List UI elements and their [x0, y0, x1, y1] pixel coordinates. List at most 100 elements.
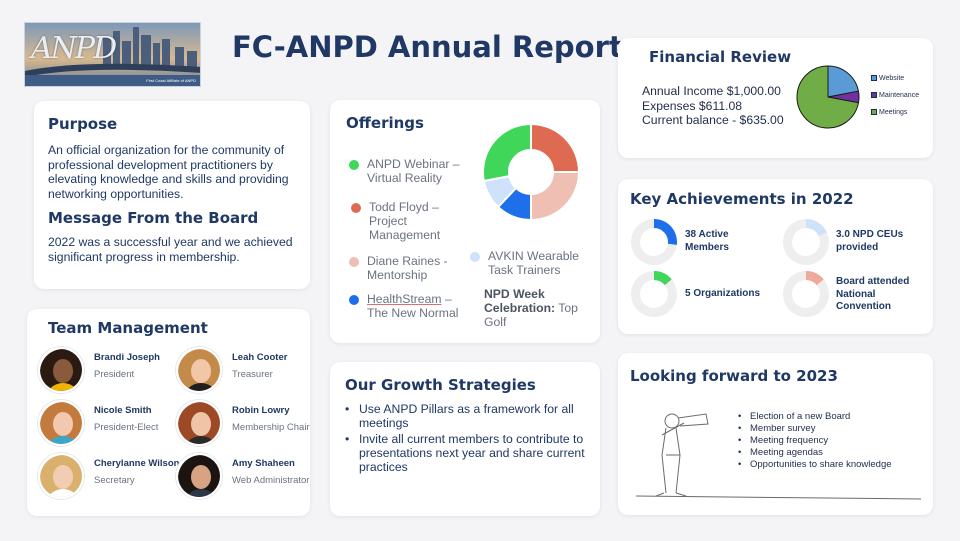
legend-label: Website [879, 75, 905, 82]
ring-fill [806, 219, 827, 237]
growth-card: Our Growth Strategies Use ANPD Pillars a… [330, 362, 600, 516]
financial-card: Financial Review Annual Income $1,000.00… [618, 38, 933, 158]
offering-item: HealthStream – The New Normal [349, 292, 467, 320]
avatar [38, 400, 84, 446]
page-title: FC-ANPD Annual Report [232, 30, 623, 64]
offering-label: ANPD Webinar – Virtual Reality [367, 157, 460, 185]
ring-fill [806, 271, 824, 286]
member-role: Treasurer [232, 369, 273, 380]
achievements-heading: Key Achievements in 2022 [630, 190, 854, 208]
list-item: Invite all current members to contribute… [345, 432, 585, 474]
logo-subtext: First Coast Affiliate of ANPD [146, 78, 196, 83]
looking-forward-heading: Looking forward to 2023 [630, 367, 838, 385]
offerings-heading: Offerings [346, 114, 424, 132]
offering-label: – The New Normal [367, 292, 459, 320]
person-with-telescope-illustration [636, 413, 922, 500]
achievement-label: Board attended National Convention [836, 276, 910, 312]
city-skyline-image [25, 23, 200, 86]
avatar [38, 347, 84, 393]
avatar [176, 453, 222, 499]
board-message-text: 2022 was a successful year and we achiev… [48, 235, 293, 264]
donut-slice [530, 123, 580, 173]
legend-dot [349, 160, 359, 170]
list-item: Meeting frequency [736, 435, 892, 447]
member-role: Secretary [94, 475, 135, 486]
ring-fill [654, 271, 672, 286]
avatar [38, 453, 84, 499]
achievement-ring [630, 219, 677, 265]
pie-slice [796, 65, 860, 129]
member-role: Web Administrator [232, 475, 310, 486]
list-item: Use ANPD Pillars as a framework for all … [345, 402, 585, 430]
pie-slice [827, 65, 860, 98]
team-member: Leah Cooter Treasurer [176, 347, 316, 397]
purpose-heading: Purpose [48, 115, 118, 133]
npd-week-value: Top Golf [484, 301, 578, 329]
offering-label-link[interactable]: HealthStream [367, 292, 442, 306]
npd-week-label: NPD Week Celebration: [484, 287, 556, 315]
board-message-heading: Message From the Board [48, 209, 259, 227]
achievement-label: 38 Active Members [685, 229, 729, 253]
offering-label: Diane Raines - Mentorship [367, 254, 448, 282]
team-member: Nicole Smith President-Elect [38, 400, 178, 450]
achievement-label: 3.0 NPD CEUs provided [836, 229, 904, 253]
purpose-card: Purpose An official organization for the… [34, 101, 310, 289]
offering-item: Todd Floyd – Project Management [351, 200, 449, 242]
member-name: Brandi Joseph [94, 352, 160, 363]
achievement-ring [782, 219, 829, 265]
achievement-label: 5 Organizations [685, 288, 761, 299]
member-name: Nicole Smith [94, 405, 152, 416]
list-item: Meeting agendas [736, 447, 892, 459]
avatar [176, 347, 222, 393]
financial-heading: Financial Review [649, 48, 792, 66]
legend-dot [351, 203, 361, 213]
offering-item: ANPD Webinar – Virtual Reality [349, 157, 467, 185]
member-role: President [94, 369, 135, 380]
offering-item: Diane Raines - Mentorship [349, 254, 457, 282]
legend-swatch [871, 109, 877, 115]
offering-item: AVKIN Wearable Task Trainers [470, 249, 588, 277]
growth-heading: Our Growth Strategies [345, 376, 536, 394]
forward-list: Election of a new Board Member survey Me… [736, 411, 892, 471]
team-member: Cherylanne Wilson Secretary [38, 453, 180, 503]
achievement-ring [630, 271, 677, 317]
legend-entry: Maintenance [871, 92, 919, 99]
offering-label: AVKIN Wearable Task Trainers [488, 249, 579, 277]
team-member: Brandi Joseph President [38, 347, 178, 397]
list-item: Member survey [736, 423, 892, 435]
achievement-ring [782, 271, 829, 317]
expenses: Expenses $611.08 [642, 98, 743, 113]
member-name: Leah Cooter [232, 352, 288, 363]
financial-pie-chart [796, 65, 860, 129]
team-member: Amy Shaheen Web Administrator [176, 453, 316, 503]
npd-week-item: NPD Week Celebration: Top Golf [484, 287, 584, 329]
legend-swatch [871, 75, 877, 81]
member-name: Robin Lowry [232, 405, 290, 416]
legend-dot [349, 295, 359, 305]
legend-label: Maintenance [879, 92, 920, 99]
avatar [176, 400, 222, 446]
legend-entry: Website [871, 75, 904, 82]
donut-slice [482, 123, 532, 183]
current-balance: Current balance - $635.00 [642, 113, 784, 127]
list-item: Election of a new Board [736, 411, 892, 423]
legend-swatch [871, 92, 877, 98]
organization-logo: ANPD First Coast Affiliate of ANPD [24, 22, 201, 87]
annual-income: Annual Income $1,000.00 [642, 84, 781, 98]
team-heading: Team Management [48, 319, 208, 337]
legend-entry: Meetings [871, 109, 907, 116]
member-name: Amy Shaheen [232, 458, 295, 469]
offerings-donut-chart [482, 123, 580, 221]
looking-forward-card: Looking forward to 2023 Election of a ne… [618, 353, 933, 515]
logo-text: ANPD [31, 31, 117, 66]
offering-label: Todd Floyd – Project Management [369, 200, 441, 242]
purpose-text: An official organization for the communi… [48, 143, 289, 201]
list-item: Opportunities to share knowledge [736, 459, 892, 471]
member-role: President-Elect [94, 422, 159, 433]
legend-dot [349, 257, 359, 267]
member-name: Cherylanne Wilson [94, 458, 180, 469]
ring-fill [654, 219, 677, 245]
member-role: Membership Chair [232, 422, 310, 433]
legend-dot [470, 252, 480, 262]
legend-label: Meetings [879, 109, 908, 116]
